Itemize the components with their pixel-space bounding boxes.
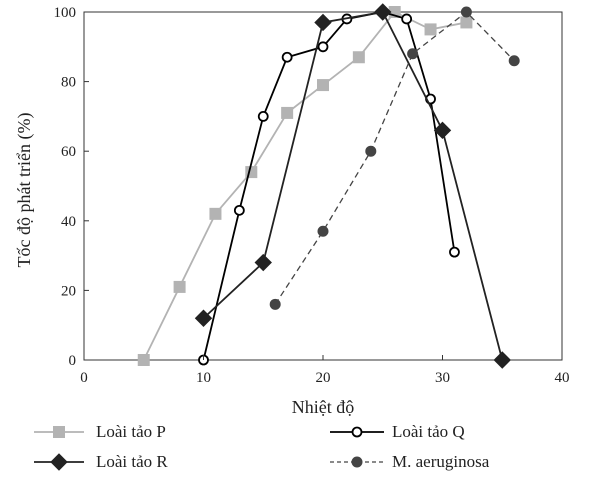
- data-point-m-aeruginosa: [365, 145, 377, 157]
- data-point-loai-tao-r: [433, 121, 452, 140]
- legend-marker: [351, 426, 363, 438]
- y-axis-label: Tốc độ phát triển (%): [14, 113, 35, 268]
- legend-item-m-aeruginosa: M. aeruginosa: [330, 452, 490, 471]
- series-loai-tao-q: [198, 6, 460, 366]
- legend-label: Loài tảo R: [96, 452, 168, 471]
- data-point-loai-tao-p: [137, 354, 150, 366]
- y-tick-label: 40: [61, 214, 76, 230]
- y-tick-label: 20: [61, 283, 76, 299]
- legend-item-loai-tao-q: Loài tảo Q: [330, 422, 465, 441]
- legend-item-loai-tao-p: Loài tảo P: [34, 422, 166, 441]
- x-tick-label: 10: [196, 370, 211, 386]
- data-point-loai-tao-r: [194, 309, 213, 327]
- data-point-m-aeruginosa: [508, 55, 520, 67]
- series-line-m-aeruginosa: [274, 11, 515, 305]
- data-point-loai-tao-r: [314, 13, 332, 32]
- data-point-loai-tao-p: [424, 23, 437, 36]
- data-point-m-aeruginosa: [460, 6, 472, 18]
- legend-label: Loài tảo Q: [392, 422, 465, 441]
- series-loai-tao-r: [194, 3, 511, 369]
- x-tick-label: 30: [435, 370, 450, 386]
- data-point-loai-tao-p: [245, 166, 258, 179]
- legend-marker: [53, 426, 65, 438]
- y-tick-label: 60: [61, 144, 76, 160]
- data-point-loai-tao-p: [281, 106, 294, 119]
- plot-area: [83, 11, 563, 361]
- axis-layer: 0 10 20 30 40 0 20 40 60 80 100: [54, 5, 570, 386]
- data-point-loai-tao-p: [460, 16, 473, 29]
- series-layer: [137, 3, 520, 369]
- legend: Loài tảo P Loài tảo Q Loài tảo R M. aerugin…: [34, 422, 490, 471]
- data-point-loai-tao-q: [449, 246, 460, 258]
- data-point-m-aeruginosa: [317, 225, 329, 237]
- legend-marker: [50, 453, 68, 471]
- data-point-loai-tao-r: [254, 253, 272, 272]
- x-tick-label: 0: [80, 370, 88, 386]
- series-line-loai-tao-q: [202, 11, 456, 361]
- data-point-m-aeruginosa: [269, 298, 281, 310]
- plot-frame: [83, 11, 563, 361]
- y-tick-label: 80: [61, 75, 76, 91]
- data-point-loai-tao-p: [317, 79, 329, 92]
- data-point-loai-tao-r: [374, 3, 392, 21]
- data-point-loai-tao-q: [257, 111, 269, 122]
- data-point-loai-tao-q: [281, 51, 293, 63]
- series-line-loai-tao-r: [202, 10, 504, 361]
- y-tick-label: 100: [54, 5, 77, 21]
- data-point-loai-tao-q: [401, 13, 413, 25]
- x-tick-label: 20: [316, 370, 331, 386]
- series-line-loai-tao-p: [142, 10, 467, 361]
- data-point-loai-tao-p: [352, 51, 365, 64]
- series-m-aeruginosa: [269, 6, 520, 310]
- data-point-loai-tao-p: [173, 280, 186, 293]
- x-axis-label: Nhiệt độ: [292, 397, 355, 417]
- legend-marker: [351, 456, 363, 468]
- legend-label: M. aeruginosa: [392, 452, 490, 471]
- series-loai-tao-p: [137, 6, 473, 366]
- x-tick-label: 40: [555, 370, 570, 386]
- data-point-loai-tao-p: [209, 207, 222, 220]
- data-point-loai-tao-q: [233, 204, 245, 216]
- data-point-loai-tao-q: [317, 41, 329, 53]
- data-point-loai-tao-r: [493, 351, 511, 369]
- legend-item-loai-tao-r: Loài tảo R: [34, 452, 168, 471]
- y-tick-label: 0: [69, 353, 77, 369]
- legend-label: Loài tảo P: [96, 422, 166, 441]
- data-point-m-aeruginosa: [407, 48, 419, 60]
